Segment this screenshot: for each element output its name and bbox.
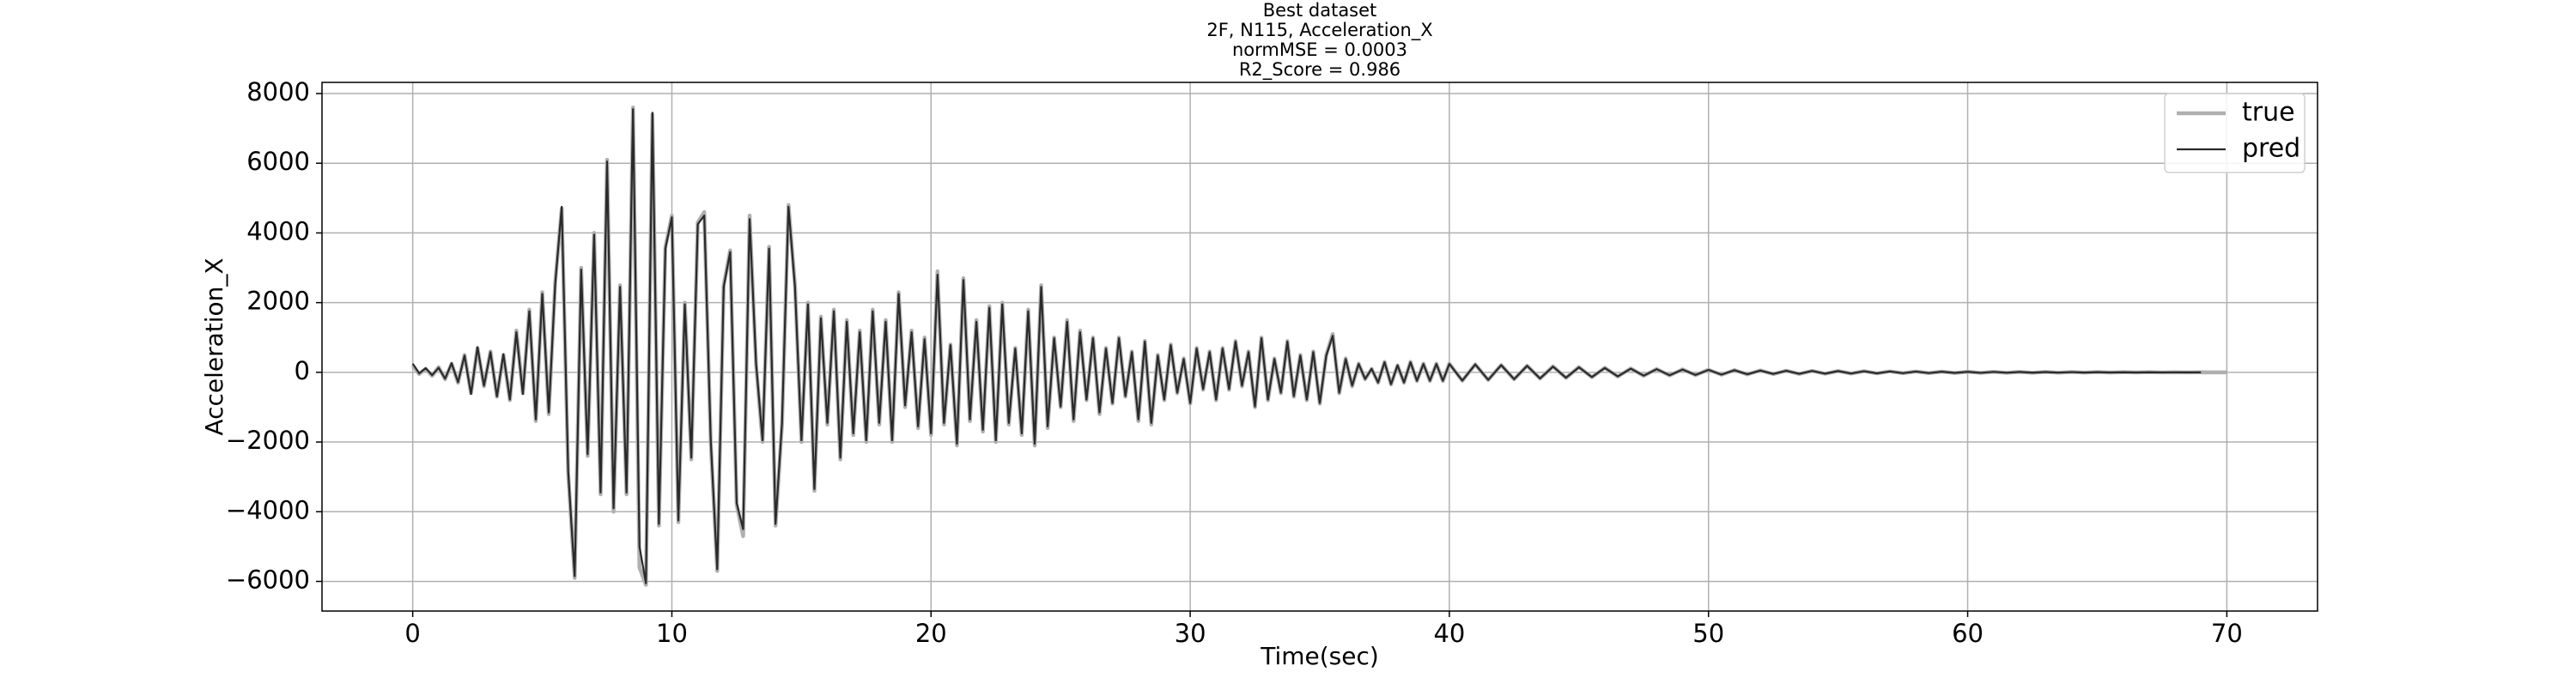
- x-tick-label: 10: [656, 619, 688, 648]
- chart-title: Best dataset: [1263, 0, 1377, 21]
- y-tick-label: 2000: [246, 287, 310, 316]
- plot-lines: [410, 105, 2227, 587]
- x-tick-label: 60: [1952, 619, 1984, 648]
- legend: true pred: [2164, 93, 2306, 173]
- chart-title: normMSE = 0.0003: [1232, 39, 1407, 60]
- x-tick-label: 20: [915, 619, 947, 648]
- chart-title: 2F, N115, Acceleration_X: [1206, 20, 1432, 41]
- y-axis-label: Acceleration_X: [200, 257, 228, 435]
- y-tick-label: 0: [295, 356, 310, 385]
- y-tick-label: −2000: [226, 426, 310, 455]
- x-axis-label: Time(sec): [1260, 642, 1379, 670]
- legend-label: true: [2242, 98, 2295, 128]
- grid: [322, 82, 2318, 611]
- y-tick-label: −4000: [226, 495, 310, 524]
- x-tick-label: 0: [404, 619, 420, 648]
- legend-label: pred: [2242, 134, 2300, 164]
- x-tick-label: 70: [2211, 619, 2243, 648]
- y-tick-label: 4000: [246, 216, 310, 245]
- ticks: 0 10 20 30 40 50 60 70 −6000 −4000 −2000 0 2000 4000 6…: [226, 77, 2243, 648]
- y-tick-label: 8000: [246, 77, 310, 106]
- x-tick-label: 40: [1433, 619, 1465, 648]
- y-tick-label: 6000: [246, 147, 310, 176]
- series-line: [411, 108, 2202, 584]
- plot-frame: [321, 82, 2318, 612]
- y-tick-label: −6000: [226, 565, 310, 594]
- x-tick-label: 30: [1175, 619, 1206, 648]
- x-tick-label: 50: [1692, 619, 1724, 648]
- chart-title: R2_Score = 0.986: [1239, 59, 1400, 81]
